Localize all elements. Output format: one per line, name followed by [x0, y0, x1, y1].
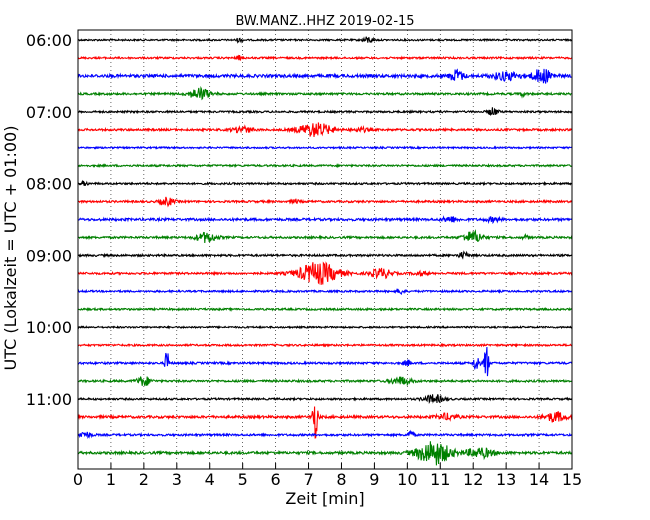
x-tick-label-2: 2	[139, 470, 149, 489]
trace-0700	[77, 107, 573, 116]
x-tick-label-10: 10	[397, 470, 417, 489]
x-tick-label-12: 12	[463, 470, 483, 489]
x-tick-label-11: 11	[430, 470, 450, 489]
trace-1000	[77, 325, 573, 330]
x-tick-label-13: 13	[496, 470, 516, 489]
x-tick-label-6: 6	[271, 470, 281, 489]
trace-0900	[77, 250, 573, 260]
trace-0730	[77, 145, 573, 150]
trace-layer	[77, 36, 573, 466]
trace-0645	[77, 85, 573, 101]
x-tick-label-8: 8	[336, 470, 346, 489]
x-tick-label-9: 9	[369, 470, 379, 489]
tick-layer: 0 1 2 3 4 5 6 7 8 9 10 11 12 13 14 1506:0007:0008:0009:…	[26, 31, 582, 489]
trace-0930	[77, 287, 573, 296]
y-tick-label-1: 07:00	[26, 103, 72, 122]
x-axis-label: Zeit [min]	[285, 489, 364, 508]
x-tick-label-5: 5	[238, 470, 248, 489]
trace-0615	[77, 54, 573, 61]
y-axis-label: UTC (Lokalzeit = UTC + 01:00)	[1, 126, 20, 371]
trace-0800	[77, 179, 573, 187]
trace-0715	[77, 122, 573, 138]
x-tick-label-14: 14	[529, 470, 549, 489]
x-tick-label-3: 3	[172, 470, 182, 489]
trace-1130	[77, 429, 573, 440]
x-tick-label-7: 7	[303, 470, 313, 489]
x-tick-label-4: 4	[205, 470, 215, 489]
trace-1100	[77, 394, 573, 404]
trace-0600	[77, 36, 573, 44]
x-tick-label-0: 0	[73, 470, 83, 489]
trace-1015	[77, 342, 573, 348]
trace-0630	[77, 68, 573, 84]
y-tick-label-2: 08:00	[26, 175, 72, 194]
trace-0945	[77, 306, 573, 312]
x-tick-label-15: 15	[562, 470, 582, 489]
x-tick-label-1: 1	[106, 470, 116, 489]
trace-0745	[77, 163, 573, 169]
y-tick-label-4: 10:00	[26, 318, 72, 337]
y-tick-label-3: 09:00	[26, 246, 72, 265]
trace-0845	[77, 228, 573, 244]
y-tick-label-0: 06:00	[26, 31, 72, 50]
chart-title: BW.MANZ..HHZ 2019-02-15	[235, 14, 414, 29]
trace-1115	[77, 406, 573, 439]
plot-frame	[77, 29, 573, 470]
trace-1145	[77, 441, 573, 466]
trace-0915	[77, 261, 573, 285]
trace-1045	[77, 376, 573, 387]
trace-1030	[77, 346, 573, 377]
y-tick-label-5: 11:00	[26, 390, 72, 409]
trace-0815	[77, 196, 573, 208]
trace-0830	[77, 215, 573, 225]
